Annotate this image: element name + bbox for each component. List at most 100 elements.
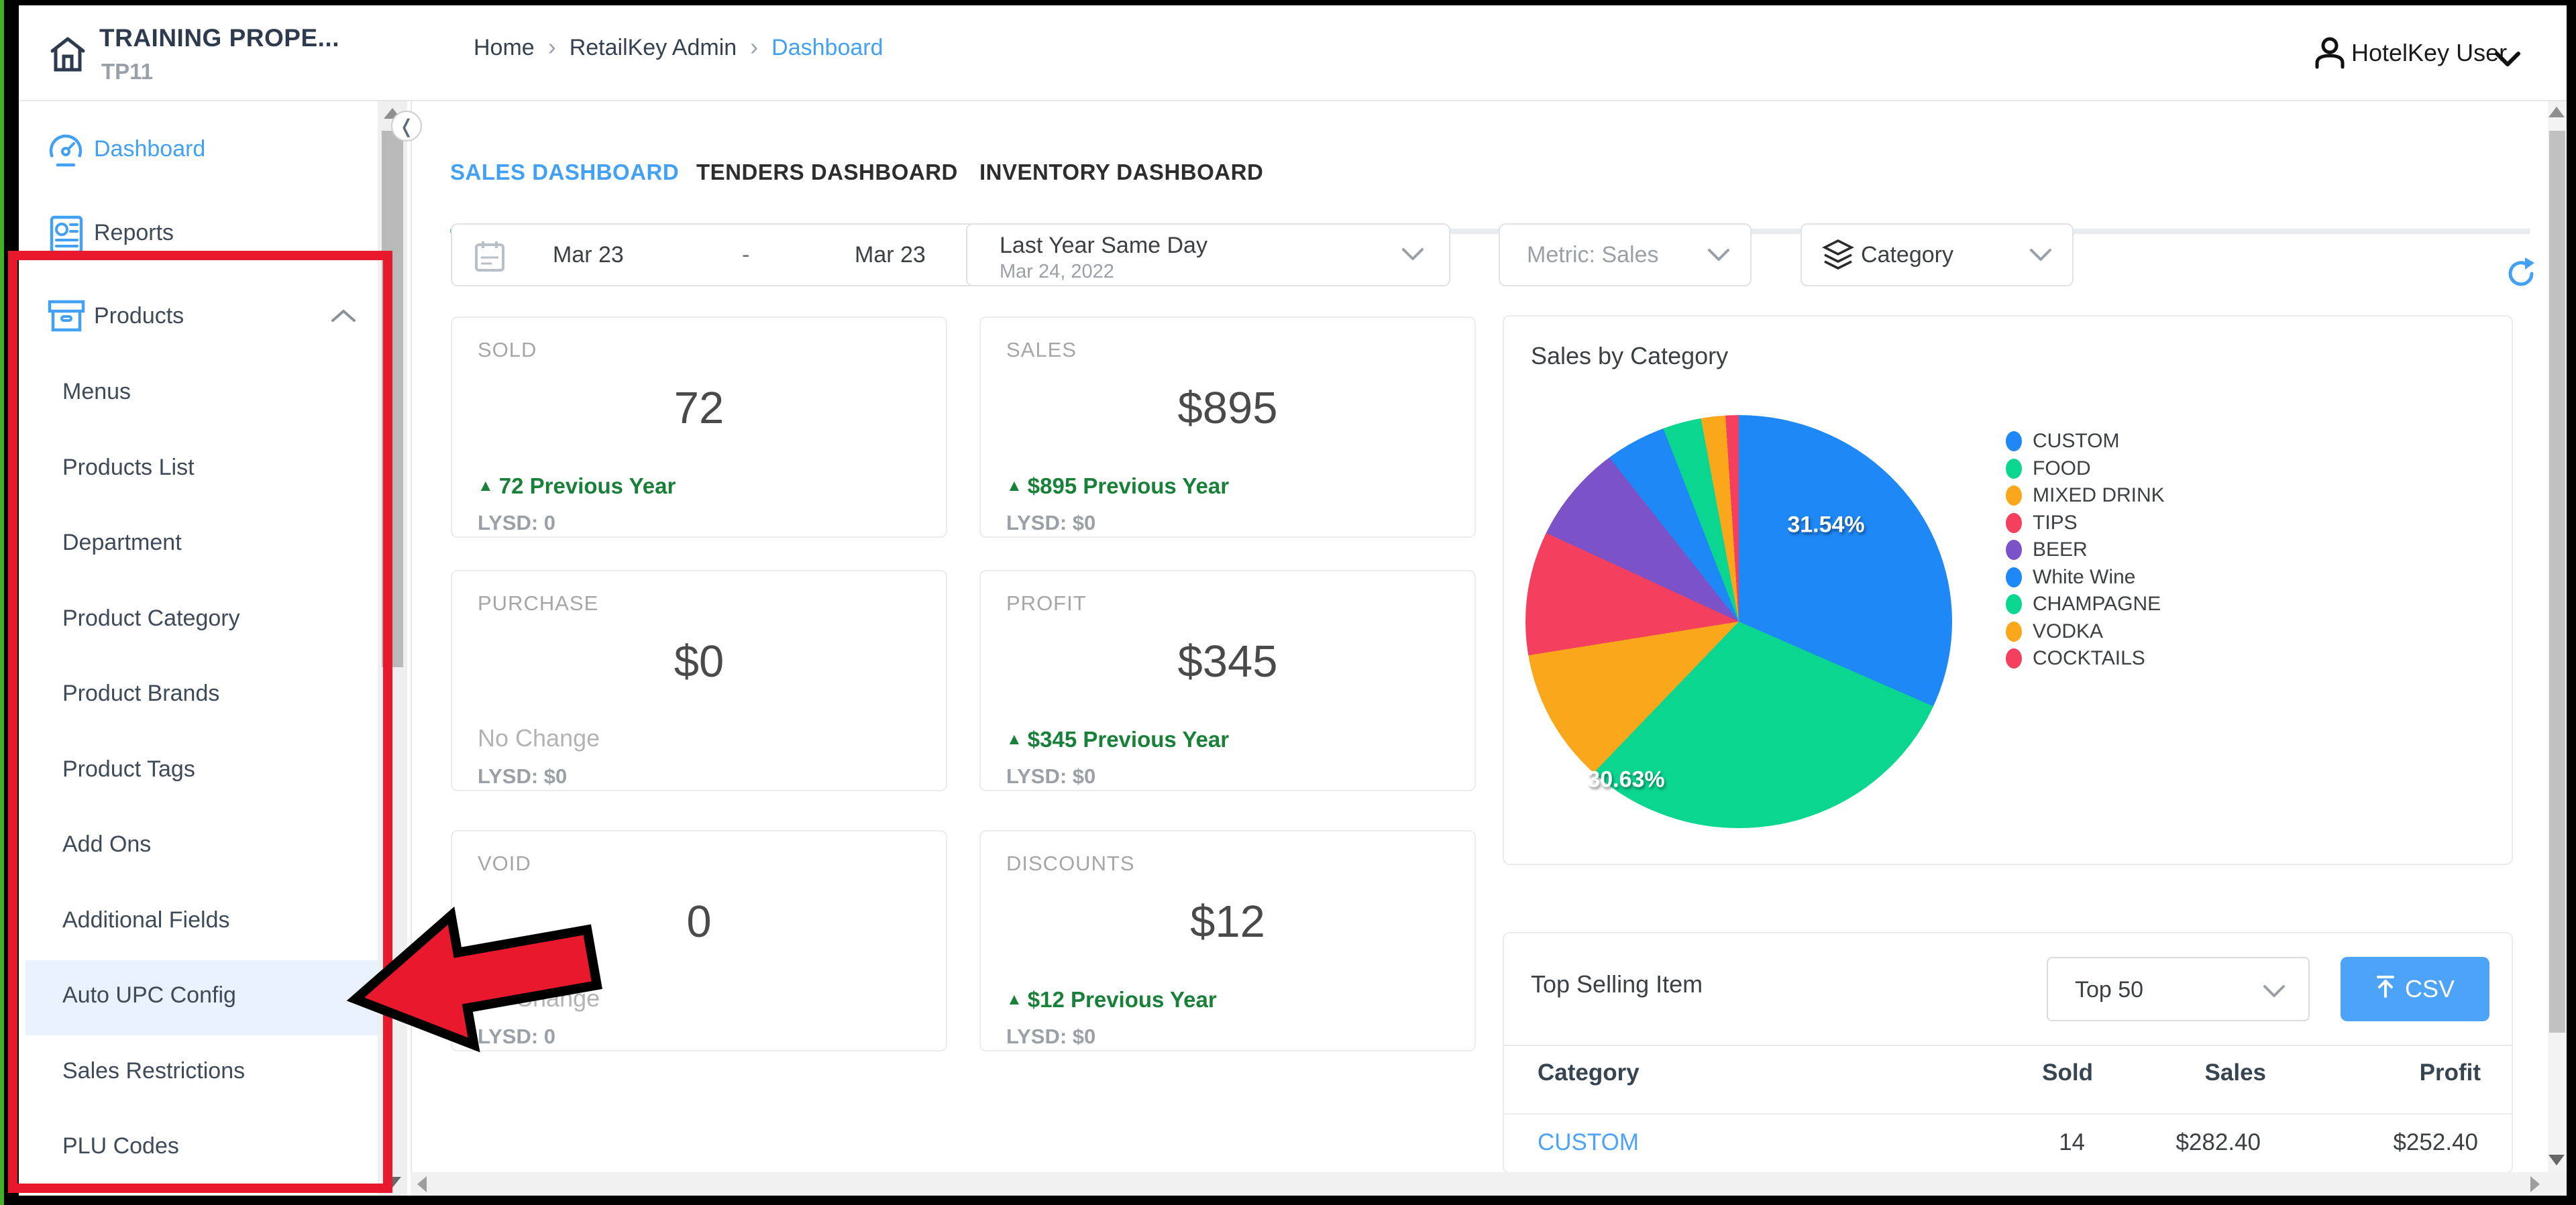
scrollbar-right-arrow[interactable] [2530, 1176, 2540, 1192]
compare-period-select[interactable]: Last Year Same Day Mar 24, 2022 [966, 223, 1450, 286]
calendar-icon [474, 239, 506, 276]
date-end[interactable]: Mar 23 [855, 242, 926, 268]
breadcrumb-separator: › [750, 32, 759, 60]
scrollbar-down-arrow[interactable] [2548, 1155, 2565, 1165]
scrollbar-left-arrow[interactable] [417, 1176, 427, 1192]
breadcrumb-retailkey-admin[interactable]: RetailKey Admin [569, 35, 737, 60]
box-icon [47, 296, 86, 339]
breadcrumb-dashboard: Dashboard [771, 35, 883, 60]
column-header-category[interactable]: Category [1538, 1059, 1640, 1086]
sidebar-item-menus[interactable]: Menus [62, 379, 131, 404]
table-cell-sold: 14 [2059, 1129, 2085, 1155]
chart-legend: CUSTOM FOOD MIXED DRINK TIPS BEER White … [2006, 428, 2165, 673]
home-logo-icon[interactable] [47, 34, 89, 78]
card-label: PROFIT [1006, 591, 1087, 615]
card-lysd: LYSD: 0 [478, 1025, 556, 1048]
sidebar-item-product-category[interactable]: Product Category [62, 606, 240, 631]
table-cell-sales: $282.40 [2176, 1129, 2261, 1155]
tab-sales-dashboard[interactable]: SALES DASHBOARD [450, 160, 680, 184]
breadcrumb: Home › RetailKey Admin › Dashboard [474, 32, 883, 61]
sidebar-collapse-button[interactable]: ❬ [391, 111, 422, 141]
user-chevron-down-icon[interactable] [2493, 48, 2522, 72]
date-range-picker[interactable]: Mar 23 - Mar 23 [451, 223, 1044, 286]
legend-swatch [2006, 485, 2022, 506]
group-by-select[interactable]: Category [1801, 223, 2074, 286]
card-change: No Change [478, 984, 600, 1012]
sidebar-scrollbar-thumb[interactable] [382, 131, 403, 667]
table-cell-category-link[interactable]: CUSTOM [1538, 1129, 1640, 1155]
main-vertical-scrollbar[interactable] [2548, 101, 2567, 1172]
legend-item[interactable]: CUSTOM [2006, 428, 2165, 455]
up-arrow-icon: ▲ [1006, 477, 1022, 495]
card-lysd: LYSD: $0 [478, 764, 568, 788]
stat-card-discounts: DISCOUNTS $12 ▲ $12 Previous Year LYSD: $… [979, 830, 1476, 1051]
screen-edge-strip [0, 0, 4, 1205]
legend-item[interactable]: White Wine [2006, 564, 2165, 591]
legend-item[interactable]: FOOD [2006, 455, 2165, 483]
card-change: No Change [478, 724, 600, 752]
property-name: TRAINING PROPE... [99, 24, 339, 52]
card-lysd: LYSD: $0 [1006, 511, 1096, 534]
chevron-down-icon [1707, 247, 1730, 266]
scrollbar-up-arrow[interactable] [2548, 107, 2565, 117]
legend-item[interactable]: CHAMPAGNE [2006, 591, 2165, 618]
header-divider [19, 100, 2567, 101]
column-header-sold[interactable]: Sold [2042, 1059, 2093, 1086]
user-icon[interactable] [2312, 35, 2348, 74]
sidebar-item-add-ons[interactable]: Add Ons [62, 831, 152, 857]
report-icon [49, 215, 84, 258]
column-header-sales[interactable]: Sales [2204, 1059, 2266, 1086]
sidebar-item-reports[interactable]: Reports [94, 220, 174, 245]
chevron-down-icon [2263, 984, 2286, 1002]
sidebar-item-plu-codes[interactable]: PLU Codes [62, 1133, 179, 1159]
csv-label: CSV [2404, 975, 2455, 1002]
breadcrumb-separator: › [547, 32, 556, 60]
card-lysd: LYSD: 0 [478, 511, 556, 534]
card-label: VOID [478, 852, 531, 875]
main-scrollbar-thumb[interactable] [2549, 131, 2565, 1033]
csv-export-button[interactable]: CSV [2341, 957, 2489, 1021]
refresh-icon[interactable] [2504, 256, 2538, 294]
chevron-up-icon[interactable] [330, 307, 357, 328]
scrollbar-down-arrow[interactable] [384, 1177, 401, 1188]
legend-item[interactable]: BEER [2006, 536, 2165, 564]
card-label: SALES [1006, 338, 1077, 361]
sidebar-item-dashboard[interactable]: Dashboard [94, 136, 206, 162]
metric-select[interactable]: Metric: Sales [1499, 223, 1752, 286]
sidebar-item-additional-fields[interactable]: Additional Fields [62, 907, 230, 933]
sidebar-item-sales-restrictions[interactable]: Sales Restrictions [62, 1058, 246, 1084]
stat-card-sales: SALES $895 ▲ $895 Previous Year LYSD: $0 [979, 317, 1476, 538]
date-start[interactable]: Mar 23 [553, 242, 624, 268]
sidebar-item-auto-upc-config[interactable]: Auto UPC Config [62, 982, 236, 1008]
card-change: ▲ 72 Previous Year [478, 473, 676, 498]
sales-by-category-panel: Sales by Category 31.54% 30.63% CUSTOM F… [1503, 315, 2513, 865]
legend-item[interactable]: TIPS [2006, 510, 2165, 537]
legend-item[interactable]: COCKTAILS [2006, 645, 2165, 673]
legend-swatch [2006, 512, 2022, 533]
user-menu[interactable]: HotelKey User [2351, 39, 2508, 66]
main-horizontal-scrollbar[interactable] [411, 1172, 2567, 1196]
card-label: DISCOUNTS [1006, 852, 1135, 875]
pie-chart[interactable] [1525, 415, 1952, 828]
card-label: SOLD [478, 338, 537, 361]
legend-swatch [2006, 431, 2022, 452]
legend-item[interactable]: VODKA [2006, 618, 2165, 646]
top-limit-select[interactable]: Top 50 [2047, 957, 2310, 1021]
top-limit-value: Top 50 [2075, 977, 2144, 1002]
sidebar-item-department[interactable]: Department [62, 530, 182, 555]
column-header-profit[interactable]: Profit [2419, 1059, 2481, 1086]
sidebar-item-products-list[interactable]: Products List [62, 455, 195, 480]
tab-tenders-dashboard[interactable]: TENDERS DASHBOARD [696, 160, 958, 184]
sidebar-item-products[interactable]: Products [94, 303, 184, 329]
tab-inventory-dashboard[interactable]: INVENTORY DASHBOARD [979, 160, 1264, 184]
sidebar-scrollbar[interactable] [378, 101, 407, 1196]
layers-icon [1822, 238, 1854, 276]
legend-item[interactable]: MIXED DRINK [2006, 482, 2165, 510]
card-value: $345 [1177, 636, 1278, 687]
group-by-value: Category [1861, 242, 1953, 268]
sidebar-item-product-brands[interactable]: Product Brands [62, 681, 220, 706]
breadcrumb-home[interactable]: Home [474, 35, 535, 60]
card-value: $0 [674, 636, 724, 687]
sidebar-item-product-tags[interactable]: Product Tags [62, 756, 195, 782]
pie-slice-label-custom: 31.54% [1787, 512, 1865, 538]
